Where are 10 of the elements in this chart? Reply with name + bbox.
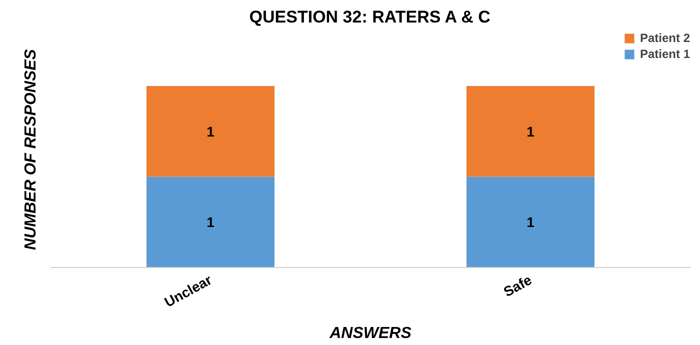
x-tick-label: Safe	[500, 271, 535, 300]
chart-title: QUESTION 32: RATERS A & C	[249, 8, 490, 26]
data-label: 1	[526, 214, 535, 230]
y-axis-title: NUMBER OF RESPONSES	[22, 48, 40, 250]
legend-label: Patient 1	[640, 47, 690, 61]
x-axis-title: ANSWERS	[328, 325, 412, 342]
data-label: 1	[526, 123, 535, 140]
legend-label: Patient 2	[640, 31, 690, 45]
data-label: 1	[206, 123, 215, 140]
data-label: 1	[206, 214, 215, 230]
